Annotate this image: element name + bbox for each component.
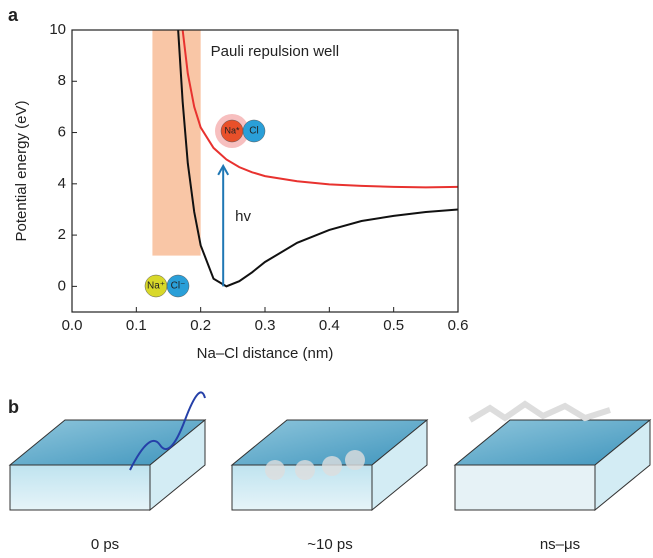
x-tick-label: 0.5 xyxy=(383,317,404,334)
ion xyxy=(166,274,190,298)
y-tick-label: 4 xyxy=(58,175,66,192)
y-axis-label: Potential energy (eV) xyxy=(13,101,30,242)
x-tick-label: 0.4 xyxy=(319,317,340,334)
x-axis-label: Na–Cl distance (nm) xyxy=(197,345,334,362)
y-tick-label: 10 xyxy=(49,21,66,38)
ion-label: Na* xyxy=(224,125,240,135)
stage-label: 0 ps xyxy=(91,536,119,553)
x-tick-label: 0.1 xyxy=(126,317,147,334)
stage-label: ~10 ps xyxy=(307,536,352,553)
y-tick-label: 2 xyxy=(58,226,66,243)
shaded-region xyxy=(152,30,201,256)
ion xyxy=(242,119,266,143)
stage-label: ns–μs xyxy=(540,536,580,553)
line xyxy=(181,29,459,189)
ion-label: Cl⁻ xyxy=(171,281,186,292)
box xyxy=(453,400,652,512)
ion-label: Cl xyxy=(249,126,258,137)
x-tick-label: 0.2 xyxy=(190,317,211,334)
x-tick-label: 0.3 xyxy=(255,317,276,334)
ion-label: Na⁺ xyxy=(147,281,165,292)
region-label: Pauli repulsion well xyxy=(211,43,339,60)
y-tick-label: 0 xyxy=(58,277,66,294)
plot-frame xyxy=(71,29,459,313)
box xyxy=(8,391,207,512)
y-tick-label: 6 xyxy=(58,124,66,141)
y-tick-label: 8 xyxy=(58,72,66,89)
arrow-label: hv xyxy=(235,208,251,225)
panel-label: a xyxy=(8,5,19,25)
arrow-head xyxy=(217,163,230,176)
line xyxy=(177,29,459,288)
x-tick-label: 0.0 xyxy=(62,317,83,334)
box xyxy=(230,418,429,512)
panel-label: b xyxy=(8,397,19,417)
x-tick-label: 0.6 xyxy=(448,317,469,334)
